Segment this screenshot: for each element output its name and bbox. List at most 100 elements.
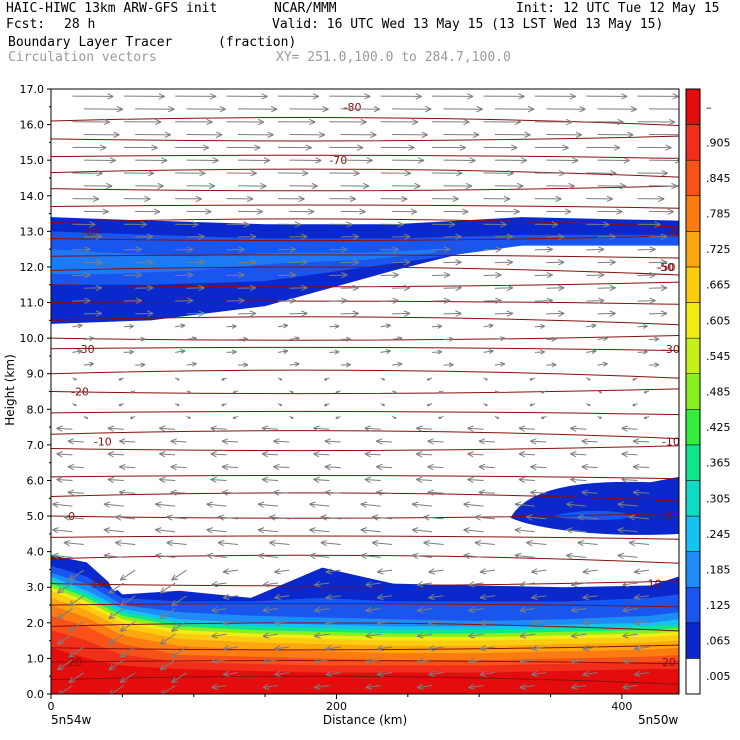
valid-time: Valid: 16 UTC Wed 13 May 15 (13 LST Wed …: [272, 17, 664, 32]
circulation-vector: [483, 349, 494, 354]
temperature-contour: [51, 266, 679, 276]
circulation-vector: [518, 451, 535, 458]
circulation-vector: [597, 310, 616, 317]
circulation-vector: [206, 527, 227, 534]
circulation-vector: [360, 501, 381, 508]
circulation-vector: [119, 620, 136, 632]
circulation-vector: [56, 633, 73, 645]
temperature-contour: [51, 168, 679, 178]
circulation-vector: [649, 208, 675, 215]
circulation-vector: [546, 284, 565, 292]
circulation-vector: [514, 552, 535, 560]
circulation-vector: [314, 657, 330, 665]
circulation-vector: [416, 632, 433, 639]
circulation-vector: [206, 552, 227, 560]
circulation-vector: [232, 390, 239, 394]
circulation-vector: [438, 390, 444, 394]
circulation-vector: [468, 683, 484, 690]
circulation-vector: [432, 323, 443, 329]
circulation-vector: [170, 489, 187, 496]
circulation-vector: [518, 425, 535, 432]
circulation-vector: [226, 93, 268, 100]
contour-label: -30: [77, 343, 95, 356]
circulation-vector: [371, 539, 393, 547]
circulation-vector: [314, 632, 330, 639]
circulation-vector: [56, 659, 73, 671]
circulation-vector: [649, 157, 679, 164]
temperature-contour: [51, 445, 679, 452]
circulation-vector: [313, 425, 330, 432]
colorbar-label: .245: [706, 528, 731, 541]
circulation-vector: [237, 310, 257, 317]
circulation-vector: [617, 552, 638, 560]
colorbar-swatch: [685, 124, 701, 161]
circulation-vector: [531, 645, 547, 652]
contour-label: -10: [94, 435, 112, 448]
circulation-vector: [186, 284, 205, 292]
circulation-vector: [633, 670, 650, 678]
circulation-vector: [123, 297, 143, 304]
circulation-vector: [67, 463, 84, 471]
temperature-contour: [51, 430, 679, 440]
circulation-vector: [411, 501, 433, 508]
circulation-vector: [226, 118, 265, 126]
y-tick-label: 14.0: [20, 190, 45, 203]
circulation-vector: [119, 672, 136, 684]
circulation-vector: [514, 501, 535, 508]
circulation-vector: [226, 195, 254, 203]
circulation-vector: [170, 463, 187, 471]
circulation-vector: [479, 568, 495, 575]
circulation-vector: [494, 361, 506, 367]
circulation-vector: [597, 390, 603, 394]
circulation-vector: [597, 106, 638, 113]
contour-label: -60: [668, 225, 686, 238]
temperature-contour: [51, 204, 679, 209]
circulation-vector: [232, 415, 239, 420]
circulation-vector: [483, 118, 522, 126]
circulation-vector: [118, 463, 136, 471]
circulation-vector: [443, 208, 469, 215]
temperature-contour: [51, 185, 679, 192]
circulation-vector: [643, 390, 650, 394]
circulation-vector: [617, 501, 638, 508]
circulation-vector: [154, 527, 176, 534]
circulation-vector: [340, 131, 377, 138]
circulation-vector: [365, 581, 381, 588]
circulation-vector: [365, 632, 381, 639]
circulation-vector: [237, 157, 271, 164]
circulation-vector: [628, 514, 650, 521]
circulation-vector: [289, 233, 308, 240]
y-tick-label: 4.0: [27, 546, 45, 559]
circulation-vector: [123, 323, 135, 329]
circulation-vector: [289, 259, 308, 266]
circulation-vector: [581, 438, 598, 445]
circulation-vector: [340, 310, 359, 317]
circulation-vector: [226, 323, 237, 329]
temperature-contour: [51, 346, 679, 352]
circulation-vector: [416, 657, 433, 665]
circulation-vector: [474, 539, 495, 547]
circulation-vector: [72, 271, 91, 279]
circulation-vector: [118, 489, 136, 496]
circulation-vector: [313, 476, 330, 483]
circulation-vector: [186, 131, 223, 138]
contour-label: 20: [662, 656, 676, 669]
circulation-vector: [428, 619, 444, 626]
colorbar-label: .365: [706, 457, 731, 470]
circulation-vector: [52, 501, 73, 508]
circulation-vector: [72, 144, 107, 151]
circulation-vector: [597, 233, 616, 240]
circulation-vector: [289, 157, 322, 164]
circulation-vector: [217, 514, 239, 521]
circulation-vector: [325, 645, 341, 652]
circulation-vector: [375, 489, 393, 496]
circulation-vector: [222, 593, 239, 601]
circulation-vector: [649, 233, 668, 240]
circulation-vector: [107, 451, 124, 458]
contour-label: -70: [329, 154, 347, 167]
circulation-vector: [582, 645, 598, 652]
circulation-vector: [597, 208, 623, 215]
circulation-vector: [261, 476, 278, 483]
circulation-vector: [597, 415, 603, 419]
circulation-vector: [529, 377, 536, 381]
